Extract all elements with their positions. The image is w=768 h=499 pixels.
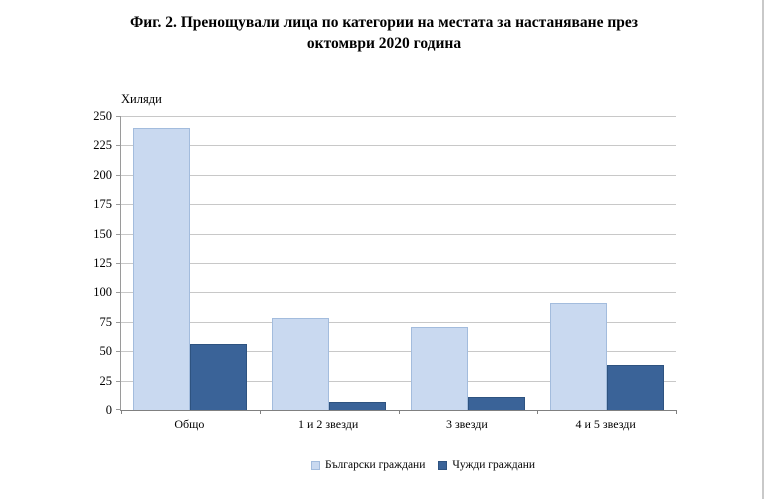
bar-Чужди граждани-Общо bbox=[190, 344, 248, 410]
y-tick-mark bbox=[116, 116, 121, 117]
gridline bbox=[121, 351, 676, 353]
x-tick-mark bbox=[537, 410, 539, 414]
legend: Български граждани Чужди граждани bbox=[311, 459, 535, 471]
y-tick-label: 150 bbox=[93, 226, 112, 241]
bar-Чужди граждани-1 и 2 звезди bbox=[329, 401, 387, 410]
gridline bbox=[121, 292, 676, 294]
y-tick-label: 100 bbox=[93, 285, 112, 300]
y-tick-mark bbox=[116, 351, 121, 353]
x-axis-label: 3 звезди bbox=[445, 417, 488, 431]
y-tick-label: 175 bbox=[93, 197, 112, 212]
x-axis-label: 1 и 2 звезди bbox=[297, 417, 359, 431]
y-tick-label: 200 bbox=[93, 167, 112, 182]
bar-Български граждани-Общо bbox=[133, 127, 191, 410]
gridline bbox=[121, 116, 676, 117]
y-tick-mark bbox=[116, 409, 121, 410]
y-tick-mark bbox=[116, 292, 121, 294]
x-tick-mark bbox=[398, 410, 400, 414]
y-axis-unit-label: Хиляди bbox=[121, 92, 162, 106]
x-tick-mark bbox=[121, 410, 122, 414]
legend-item: Чужди граждани bbox=[438, 459, 535, 471]
y-tick-mark bbox=[116, 263, 121, 264]
gridline bbox=[121, 204, 676, 206]
gridline bbox=[121, 233, 676, 235]
chart-title-line-2: октомври 2020 година bbox=[306, 35, 462, 52]
y-tick-mark bbox=[116, 174, 121, 176]
bar-Български граждани-4 и 5 звезди bbox=[549, 302, 607, 410]
x-axis-labels: Общо 1 и 2 звезди 3 звезди 4 и 5 звезди bbox=[120, 417, 675, 435]
y-tick-label: 0 bbox=[105, 403, 112, 417]
y-tick-label: 125 bbox=[93, 256, 112, 270]
x-tick-mark bbox=[676, 410, 677, 414]
y-tick-label: 250 bbox=[93, 109, 112, 123]
y-tick-mark bbox=[116, 204, 121, 206]
y-tick-mark bbox=[116, 380, 121, 382]
bar-Български граждани-3 звезди bbox=[410, 326, 468, 410]
legend-label: Български граждани bbox=[325, 459, 426, 471]
gridline bbox=[121, 321, 676, 323]
y-tick-label: 25 bbox=[99, 373, 113, 388]
bar-group-3 bbox=[399, 116, 538, 410]
chart-title-line-1: Фиг. 2. Пренощували лица по категории на… bbox=[129, 14, 639, 31]
legend-swatch bbox=[438, 460, 448, 470]
page-edge bbox=[762, 0, 764, 499]
gridline bbox=[121, 263, 676, 264]
legend-swatch bbox=[311, 460, 320, 470]
bar-Български граждани-1 и 2 звезди bbox=[272, 318, 330, 410]
bar-group-1 bbox=[121, 116, 260, 410]
x-axis-label: 4 и 5 звезди bbox=[575, 417, 636, 431]
y-tick-label: 75 bbox=[99, 314, 113, 329]
legend-item: Български граждани bbox=[311, 459, 425, 471]
bar-Чужди граждани-4 и 5 звезди bbox=[606, 365, 664, 410]
bar-group-2 bbox=[260, 116, 399, 410]
bar-group-4 bbox=[537, 116, 676, 410]
y-tick-mark bbox=[116, 145, 121, 147]
y-tick-label: 50 bbox=[99, 344, 113, 359]
y-tick-mark bbox=[116, 321, 121, 323]
x-axis-label: Общо bbox=[174, 417, 205, 431]
gridline bbox=[121, 174, 676, 176]
legend-label: Чужди граждани bbox=[452, 459, 536, 471]
y-tick-label: 225 bbox=[93, 138, 112, 153]
y-axis-labels: 0 25 50 75 100 125 150 175 200 225 250 bbox=[0, 109, 113, 417]
plot-area bbox=[116, 116, 677, 414]
gridline bbox=[121, 380, 676, 382]
gridline bbox=[121, 145, 676, 147]
y-tick-mark bbox=[116, 233, 121, 235]
x-tick-mark bbox=[259, 410, 261, 414]
bar-Чужди граждани-3 звезди bbox=[467, 397, 525, 410]
chart-title: Фиг. 2. Пренощували лица по категории на… bbox=[0, 12, 768, 54]
